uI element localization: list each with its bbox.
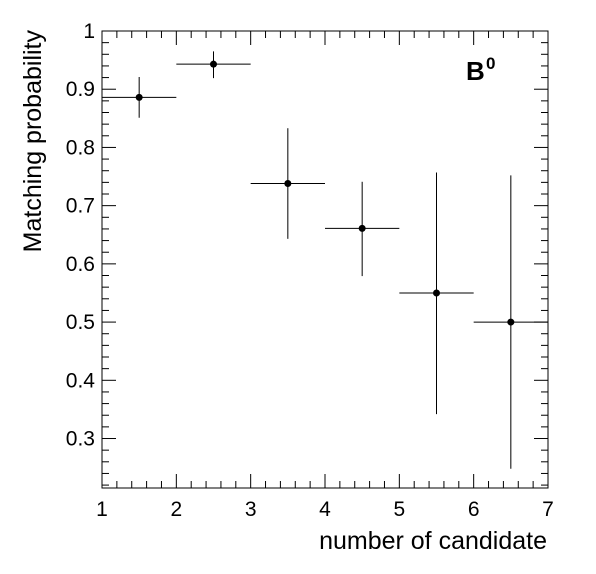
data-point-group xyxy=(176,51,251,79)
data-point-group xyxy=(250,128,325,239)
axis-ticks xyxy=(101,30,549,488)
x-tick-label: 1 xyxy=(96,498,108,521)
x-tick-label: 5 xyxy=(393,498,405,521)
y-tick-label: 1 xyxy=(83,20,95,43)
data-point xyxy=(507,318,515,326)
data-point-group xyxy=(325,181,400,277)
x-tick-label: 4 xyxy=(319,498,331,521)
particle-annotation: B 0 xyxy=(466,54,495,86)
annotation-superscript: 0 xyxy=(486,54,495,73)
y-tick-label: 0.4 xyxy=(66,369,96,392)
y-tick-label: 0.6 xyxy=(66,253,95,276)
x-tick-label: 6 xyxy=(468,498,480,521)
x-tick-label: 3 xyxy=(245,498,257,521)
annotation-base: B xyxy=(466,56,485,86)
y-tick-label: 0.7 xyxy=(66,195,95,218)
tick-labels: 1 2 3 4 5 6 7 0.3 0.4 0.5 0.6 0.7 0.8 0.9 1 xyxy=(66,20,554,521)
x-tick-label: 7 xyxy=(542,498,554,521)
data-point-group xyxy=(102,76,177,118)
data-points xyxy=(102,51,548,469)
data-point xyxy=(284,180,292,188)
data-point xyxy=(358,224,366,232)
x-tick-label: 2 xyxy=(170,498,182,521)
data-point-group xyxy=(473,175,548,469)
y-tick-label: 0.9 xyxy=(66,78,95,101)
data-point-group xyxy=(399,172,474,415)
data-point xyxy=(433,289,440,297)
data-point xyxy=(210,60,217,68)
data-point xyxy=(135,93,143,101)
y-tick-label: 0.5 xyxy=(66,311,95,334)
y-tick-label: 0.3 xyxy=(66,428,95,451)
x-axis-title: number of candidate xyxy=(319,527,547,555)
y-axis-title: Matching probability xyxy=(19,30,47,253)
y-tick-label: 0.8 xyxy=(66,136,95,159)
